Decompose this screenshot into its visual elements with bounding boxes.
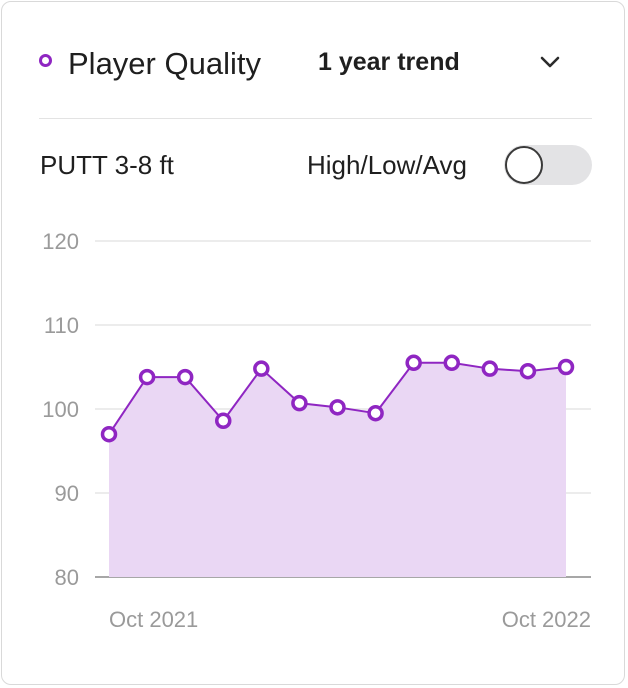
data-point: [367, 404, 384, 422]
data-point: [215, 412, 232, 430]
trend-dropdown[interactable]: 1 year trend: [314, 42, 594, 82]
header-divider: [39, 118, 592, 119]
data-point: [557, 358, 575, 376]
high-low-avg-toggle[interactable]: [504, 145, 592, 185]
data-point: [329, 399, 346, 416]
data-point: [138, 368, 156, 386]
y-tick-label: 120: [42, 229, 79, 254]
data-point: [100, 425, 118, 443]
y-tick-label: 90: [55, 481, 79, 506]
data-point: [291, 394, 308, 412]
y-tick-label: 110: [44, 313, 79, 338]
x-tick-label: Oct 2021: [109, 607, 198, 632]
high-low-avg-label: High/Low/Avg: [307, 150, 467, 180]
data-point: [443, 354, 460, 372]
trend-dropdown-value: 1 year trend: [318, 48, 460, 76]
toggle-knob: [505, 146, 543, 184]
data-point: [176, 368, 194, 386]
stat-label: PUTT 3-8 ft: [40, 150, 174, 180]
y-tick-label: 100: [42, 397, 79, 422]
data-point: [405, 354, 422, 372]
y-tick-label: 80: [55, 565, 79, 590]
data-point: [519, 362, 537, 380]
card-header: Player Quality 1 year trend: [38, 42, 594, 86]
metric-title: Player Quality: [68, 46, 261, 81]
data-point: [481, 360, 499, 377]
trend-chart: 120 110 100 90 80 Oct 2021 Oct 2022: [42, 229, 591, 632]
area-fill: [109, 362, 566, 577]
x-tick-label: Oct 2022: [502, 607, 591, 632]
circle-marker-icon: [39, 54, 52, 67]
data-point: [253, 360, 270, 377]
chevron-down-icon: [540, 56, 560, 68]
